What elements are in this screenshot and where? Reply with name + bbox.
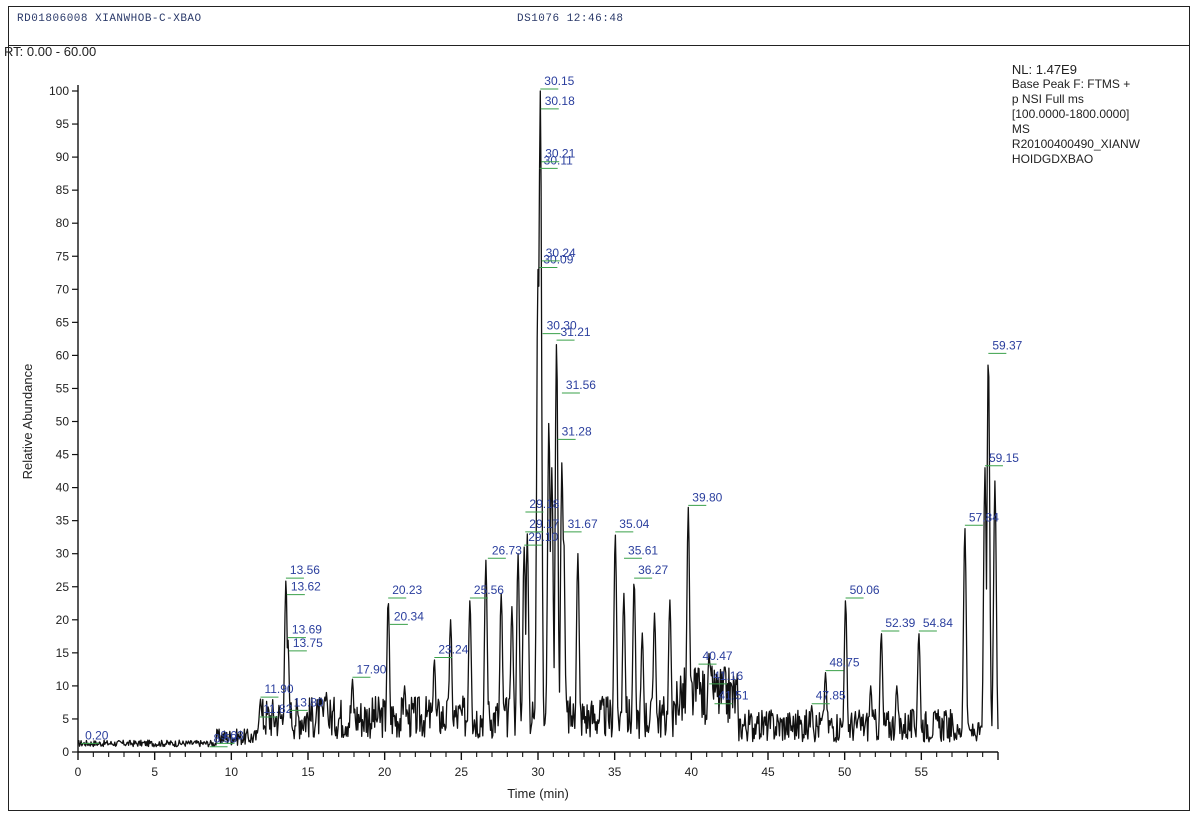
peak-label: 39.80 — [692, 490, 722, 504]
info-line: p NSI Full ms — [1011, 92, 1084, 106]
normalization-level: NL: 1.47E9 — [1011, 62, 1077, 77]
peak-label: 30.24 — [546, 246, 576, 260]
y-tick-label: 80 — [56, 216, 70, 230]
peak-label: 31.56 — [566, 378, 596, 392]
info-line: R20100400490_XIANW — [1011, 137, 1140, 151]
y-tick-label: 100 — [49, 84, 69, 98]
peak-label: 30.30 — [547, 319, 577, 333]
peak-label: 31.21 — [561, 325, 591, 339]
acquisition-info: NL: 1.47E9 Base Peak F: FTMS + p NSI Ful… — [1012, 62, 1140, 167]
y-tick-label: 75 — [56, 249, 70, 263]
peak-label: 13.75 — [293, 636, 323, 650]
chromatogram-trace — [77, 90, 999, 748]
x-tick-label: 10 — [225, 765, 239, 779]
peak-label: 35.04 — [619, 517, 649, 531]
y-tick-label: 50 — [56, 415, 70, 429]
x-tick-label: 35 — [608, 765, 622, 779]
peak-label: 20.23 — [392, 583, 422, 597]
info-line: MS — [1011, 122, 1030, 136]
x-axis-label: Time (min) — [507, 786, 569, 801]
peak-label: 47.85 — [816, 689, 846, 703]
x-tick-label: 25 — [455, 765, 469, 779]
peak-label: 11.90 — [264, 682, 293, 696]
y-tick-label: 95 — [56, 117, 70, 131]
peak-label: 13.69 — [292, 623, 322, 637]
peak-label: 8.58 — [214, 732, 238, 746]
peak-label: 23.24 — [438, 642, 468, 656]
x-tick-label: 40 — [685, 765, 699, 779]
peak-label: 9.03 — [220, 728, 244, 742]
y-tick-label: 85 — [56, 183, 70, 197]
peak-label: 29.18 — [529, 497, 559, 511]
peak-label: 40.47 — [703, 649, 733, 663]
x-tick-label: 30 — [531, 765, 545, 779]
peak-label: 52.39 — [885, 616, 915, 630]
peak-label: 59.15 — [989, 451, 1019, 465]
header-file-id: RD01806008 XIANWHOB-C-XBAO — [17, 13, 202, 25]
peak-label: 11.82 — [263, 702, 292, 716]
peak-label: 29.17 — [529, 517, 559, 531]
y-tick-label: 20 — [56, 613, 70, 627]
header-bar: RD01806008 XIANWHOB-C-XBAO DS1076 12:46:… — [9, 7, 1189, 46]
x-tick-label: 0 — [75, 765, 82, 779]
peak-label: 30.15 — [544, 74, 574, 88]
peak-label: 41.16 — [713, 669, 743, 683]
peak-label: 13.56 — [290, 563, 320, 577]
peak-label: 59.37 — [992, 338, 1022, 352]
y-tick-label: 70 — [56, 282, 70, 296]
peak-label: 41.51 — [718, 689, 748, 703]
peak-label: 31.28 — [562, 424, 592, 438]
peak-label: 13.80 — [294, 695, 324, 709]
peak-label: 31.67 — [568, 517, 598, 531]
peak-label: 26.73 — [492, 543, 522, 557]
y-tick-label: 35 — [56, 514, 70, 528]
peak-label: 36.27 — [638, 563, 668, 577]
y-tick-label: 40 — [56, 481, 70, 495]
info-line: [100.0000-1800.0000] — [1011, 107, 1130, 121]
y-tick-label: 55 — [56, 381, 70, 395]
y-tick-label: 25 — [56, 580, 70, 594]
y-tick-label: 15 — [56, 646, 70, 660]
peak-label: 57.84 — [969, 510, 999, 524]
peak-label: 30.21 — [545, 147, 575, 161]
x-tick-label: 45 — [761, 765, 775, 779]
y-tick-label: 0 — [62, 745, 69, 759]
peak-label: 30.18 — [545, 94, 575, 108]
header-timestamp: DS1076 12:46:48 — [517, 13, 624, 25]
x-tick-label: 55 — [915, 765, 929, 779]
x-tick-label: 5 — [151, 765, 158, 779]
peak-label: 29.10 — [528, 530, 558, 544]
rt-range-label: RT: 0.00 - 60.00 — [4, 44, 97, 59]
peak-label: 54.84 — [923, 616, 953, 630]
y-axis-label: Relative Abundance — [20, 364, 35, 480]
peak-label: 17.90 — [356, 662, 386, 676]
peak-label: 35.61 — [628, 543, 658, 557]
peak-label: 48.75 — [830, 656, 860, 670]
peak-label: 30.09 — [543, 252, 573, 266]
peak-label: 50.06 — [850, 583, 880, 597]
y-tick-label: 10 — [56, 679, 70, 693]
x-tick-label: 20 — [378, 765, 392, 779]
x-tick-label: 15 — [301, 765, 315, 779]
peak-label: 20.34 — [394, 609, 424, 623]
info-line: Base Peak F: FTMS + — [1011, 77, 1131, 91]
y-tick-label: 45 — [56, 448, 70, 462]
y-tick-label: 65 — [56, 315, 70, 329]
peak-label: 25.56 — [474, 583, 504, 597]
y-tick-label: 90 — [56, 150, 70, 164]
y-tick-label: 5 — [62, 712, 69, 726]
peak-label: 0.20 — [85, 728, 109, 742]
info-line: HOIDGDXBAO — [1011, 152, 1094, 166]
peak-label: 30.11 — [544, 153, 573, 167]
chromatogram-frame: RD01806008 XIANWHOB-C-XBAO DS1076 12:46:… — [8, 6, 1190, 811]
y-tick-label: 60 — [56, 348, 70, 362]
x-tick-label: 50 — [838, 765, 852, 779]
y-tick-label: 30 — [56, 547, 70, 561]
peak-label: 13.62 — [291, 580, 321, 594]
